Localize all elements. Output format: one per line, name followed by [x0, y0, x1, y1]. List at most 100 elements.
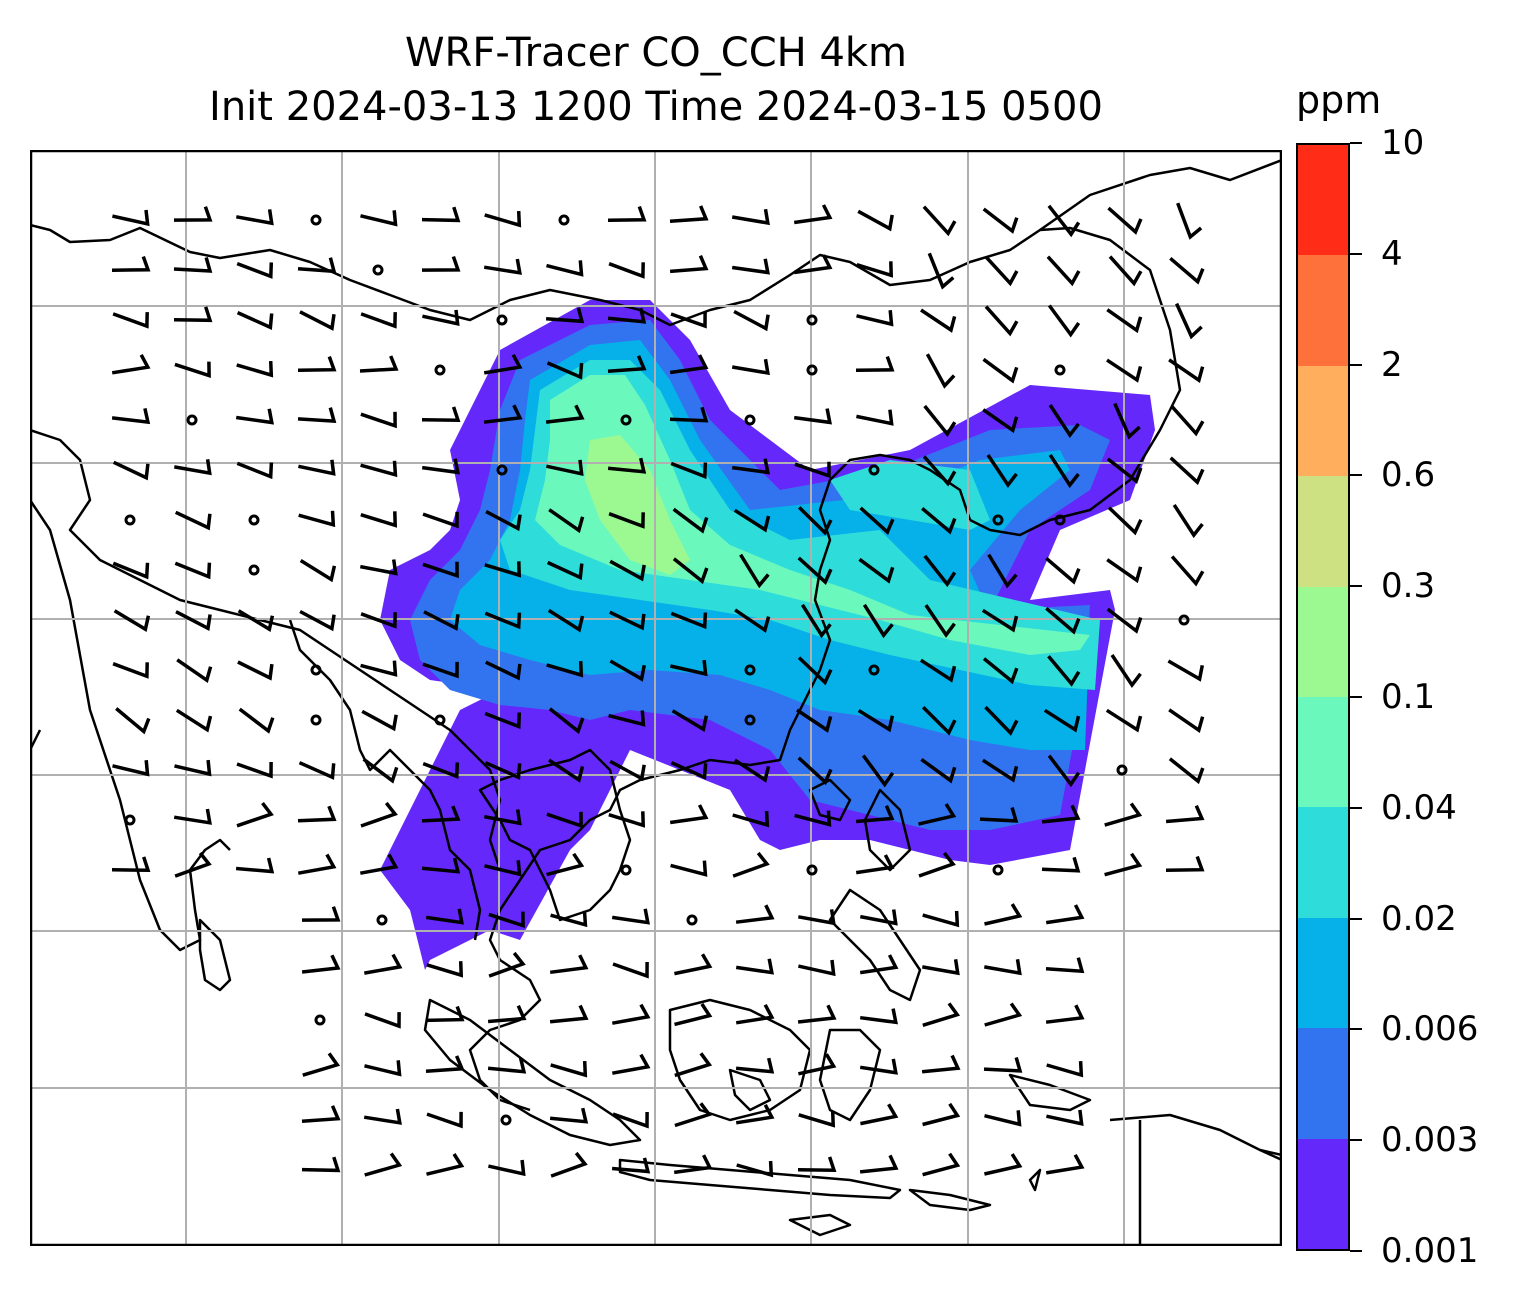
wind-barb [674, 1102, 712, 1128]
wind-barb [984, 1110, 1022, 1127]
wind-barb [982, 357, 1019, 384]
wind-barb [546, 852, 585, 877]
calm-wind-marker [372, 264, 384, 276]
wind-barb [484, 711, 522, 730]
wind-barb [925, 353, 956, 389]
wind-barb [669, 205, 709, 223]
wind-barb [669, 406, 709, 423]
wind-barb [920, 757, 957, 784]
wind-barb [922, 205, 957, 237]
wind-barb [1045, 904, 1085, 925]
wind-barb [860, 1103, 899, 1126]
wind-barb [731, 208, 770, 226]
wind-barb [360, 801, 398, 828]
calm-wind-marker [186, 414, 198, 426]
wind-barb [484, 561, 522, 578]
wind-barb [422, 761, 460, 779]
wind-barb [484, 860, 522, 877]
wind-barb [1047, 304, 1081, 338]
wind-barb [733, 758, 771, 783]
wind-barb [111, 856, 151, 872]
calm-wind-marker [376, 914, 388, 926]
colorbar-segment-0 [1298, 1138, 1348, 1249]
wind-barb [979, 807, 1019, 823]
calm-wind-marker [620, 864, 632, 876]
wind-barb [927, 252, 955, 290]
wind-barb [1106, 457, 1143, 484]
colorbar-tick [1350, 1250, 1362, 1252]
wind-barb [1045, 606, 1081, 635]
calm-wind-marker [992, 514, 1004, 526]
wind-barb [421, 256, 461, 272]
calm-wind-marker [310, 214, 322, 226]
wind-barb [735, 1057, 775, 1074]
calm-wind-marker [686, 914, 698, 926]
calm-wind-marker [434, 714, 446, 726]
wind-barb [237, 609, 275, 633]
wind-barb [360, 612, 397, 629]
wind-barb [301, 906, 341, 922]
wind-barb [488, 951, 526, 978]
wind-barb [235, 857, 275, 874]
wind-barb [861, 754, 895, 788]
wind-barb [360, 312, 397, 329]
wind-barb [674, 1002, 713, 1027]
wind-barb [364, 1012, 401, 1029]
calm-wind-marker [124, 514, 136, 526]
wind-barb [176, 658, 213, 684]
wind-barb [360, 411, 397, 429]
wind-barb [671, 709, 709, 733]
wind-barb [302, 1052, 341, 1077]
colorbar-unit: ppm [1296, 78, 1382, 122]
map-panel[interactable] [30, 150, 1282, 1246]
wind-barb [922, 910, 960, 928]
colorbar-tick [1350, 252, 1362, 255]
wind-barb [421, 458, 460, 475]
wind-barb [609, 659, 647, 682]
wind-barb [363, 1108, 402, 1125]
wind-barb [733, 309, 770, 332]
colorbar-segment-3 [1298, 807, 1348, 918]
wind-barb [422, 661, 459, 679]
wind-barb [735, 958, 774, 975]
wind-barb [611, 1003, 651, 1025]
wind-barb [175, 610, 212, 631]
wind-barb [111, 353, 151, 375]
wind-barb [800, 603, 832, 639]
wind-barb [670, 761, 708, 780]
wind-barb [732, 851, 770, 878]
wind-barb [236, 261, 274, 279]
colorbar-tick [1350, 474, 1362, 477]
wind-barb [548, 758, 585, 783]
wind-barb [921, 706, 957, 736]
wind-barb [797, 506, 833, 536]
wind-barb [797, 909, 836, 926]
colorbar-tick-label: 0.006 [1381, 1009, 1479, 1050]
colorbar-segment-8 [1298, 255, 1348, 366]
wind-barb [235, 408, 274, 425]
calm-wind-marker [248, 564, 260, 576]
wind-barb [546, 811, 583, 829]
wind-barb [363, 953, 403, 975]
wind-barb [859, 506, 895, 536]
wind-barb [608, 710, 646, 727]
wind-barb [611, 1157, 651, 1174]
wind-barb [426, 1111, 463, 1129]
wind-barb [797, 756, 833, 786]
wind-barb [174, 851, 212, 878]
wind-barb [984, 255, 1019, 287]
wind-barb [855, 356, 895, 372]
wind-barb [859, 909, 898, 926]
calm-wind-marker [744, 714, 756, 726]
wind-barb [672, 557, 709, 585]
wind-barb [426, 961, 464, 978]
wind-barb [611, 1053, 651, 1075]
chart-subtitle: Init 2024-03-13 1200 Time 2024-03-15 050… [209, 84, 1103, 130]
wind-barb [488, 1159, 526, 1177]
wind-barb [425, 908, 464, 925]
wind-barb [299, 609, 336, 632]
colorbar-tick-label: 2 [1381, 344, 1403, 385]
wind-barb [359, 853, 399, 875]
wind-barb [362, 757, 399, 784]
colorbar-segment-1 [1298, 1028, 1348, 1139]
